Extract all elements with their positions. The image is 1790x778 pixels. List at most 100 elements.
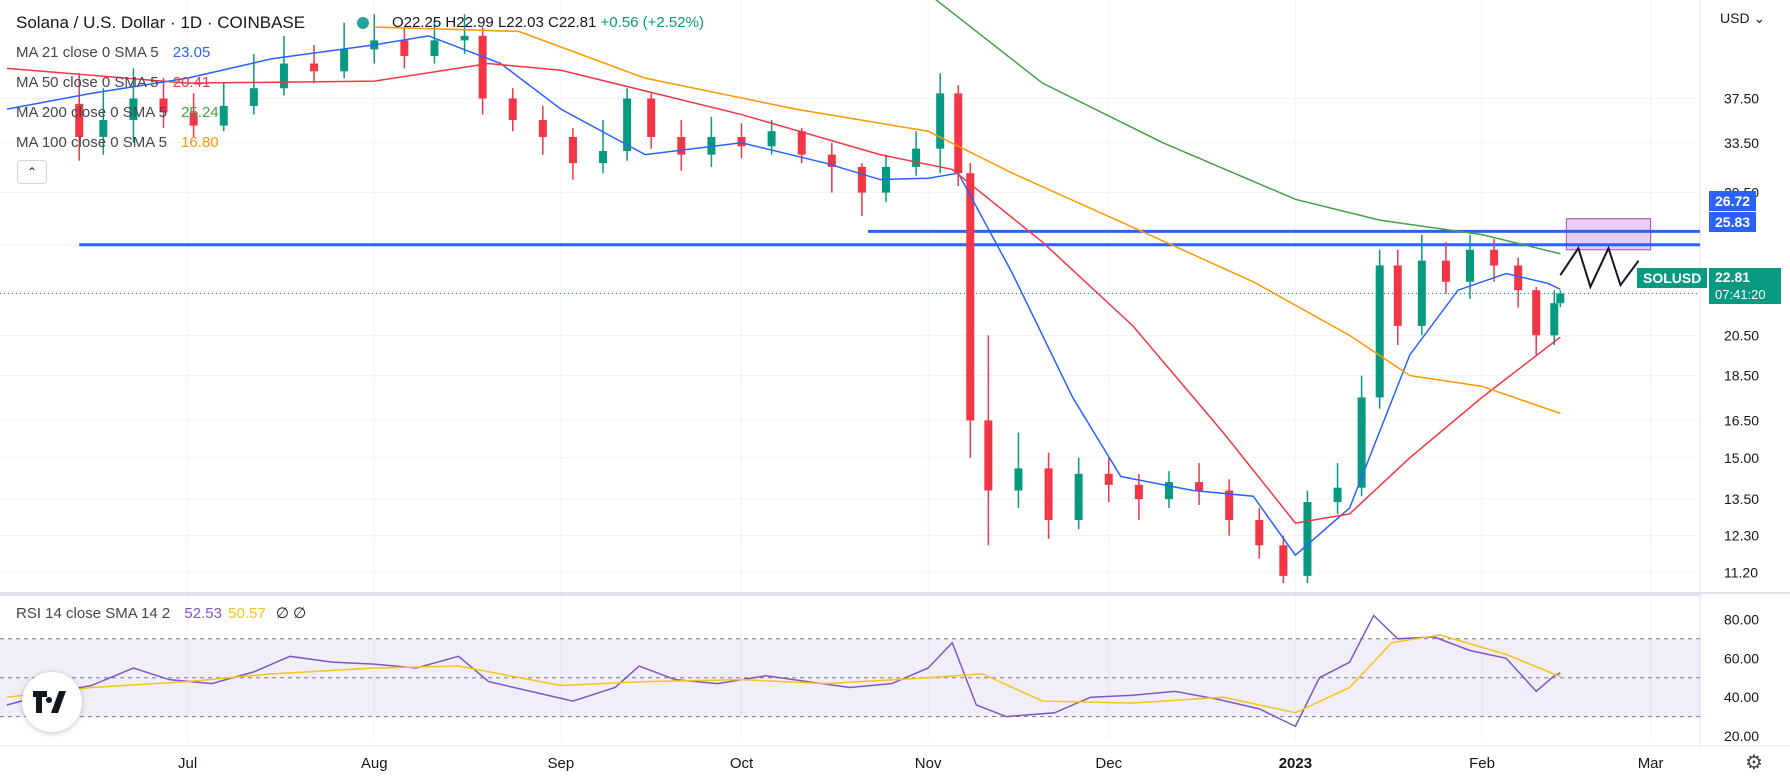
indicator-ma200[interactable]: MA 200 close 0 SMA 5 25.24 [16,104,219,122]
indicator-label: MA 200 close 0 SMA 5 [16,104,167,121]
ma-line [6,62,1561,524]
candle [279,35,288,96]
candle-body [1357,397,1366,488]
time-axis-label: Feb [1469,755,1495,772]
candle [1044,452,1053,539]
candle-body [1014,468,1023,491]
candle-body [827,154,836,167]
price-axis-label: 15.00 [1724,450,1759,466]
candle [1393,249,1402,346]
tradingview-logo-icon [33,691,66,713]
candle-body [857,166,866,193]
price-badge: 22.81 07:41:20 [1709,268,1781,304]
last-price: 22.81 [1715,269,1751,285]
price-axis-label: 18.50 [1724,368,1759,384]
candle-body [1074,473,1083,520]
candle-body [538,120,547,137]
rsi-axis-label: 80.00 [1724,611,1759,627]
time-axis-label: Oct [730,755,754,772]
candle-body [984,420,993,491]
level-value: 25.83 [1715,214,1751,230]
price-axis-label: 16.50 [1724,412,1759,428]
candle-body [1375,265,1384,398]
collapse-legend-button[interactable]: ⌃ [17,160,47,184]
candle [827,142,836,193]
candle-body [129,98,138,121]
candle [249,54,258,115]
candle-body [279,63,288,89]
level-badge-lower: 25.83 [1709,212,1757,232]
candle-body [647,98,656,137]
close-value: C22.81 [548,14,597,31]
candle-body [1255,519,1264,546]
candle-body [1195,482,1204,491]
candle-body [219,105,228,126]
indicator-value: 23.05 [172,44,211,61]
candle [99,88,108,155]
settings-gear-icon[interactable]: ⚙ [1745,752,1763,774]
candle-body [966,173,975,421]
time-axis-label: 2023 [1279,755,1312,772]
candle [1441,242,1450,294]
indicator-ma50[interactable]: MA 50 close 0 SMA 5 20.41 [16,74,210,92]
candle [1303,490,1312,583]
rsi-value: 52.53 [184,605,222,622]
indicator-value: 20.41 [172,74,211,91]
candle-body [99,120,108,137]
candle-body [1134,484,1143,500]
candle [1134,473,1143,520]
chart-title: Solana / U.S. Dollar · 1D · COINBASE [16,13,306,32]
candle-body [936,93,945,149]
candle [1550,290,1559,346]
indicator-label: MA 50 close 0 SMA 5 [16,74,159,91]
time-axis-label: Aug [361,755,388,772]
projection-path [1559,245,1640,290]
price-axis-label: 20.50 [1724,327,1759,343]
candle-body [1514,265,1523,291]
rsi-axis-label: 20.00 [1724,728,1759,744]
candle [159,78,168,128]
indicator-ma21[interactable]: MA 21 close 0 SMA 5 23.05 [16,44,210,62]
candle-body [1532,290,1541,336]
candle-body [1556,293,1565,304]
candle [984,335,993,546]
candle [1556,290,1565,308]
market-open-dot [357,17,369,29]
candle-body [1393,265,1402,326]
symbol-label: SOLUSD [1643,270,1702,286]
rsi-axis-label: 40.00 [1724,689,1759,705]
candle [219,83,228,132]
bar-countdown: 07:41:20 [1715,287,1766,302]
rsi-extra: ∅ ∅ [275,605,307,622]
candle-body [599,151,608,164]
candle [677,120,686,171]
candle [1490,239,1499,282]
price-axis-label: 11.20 [1724,564,1758,580]
ma-line [935,0,1561,255]
candle [75,73,84,161]
candle [1514,257,1523,308]
currency-selector[interactable]: USD ⌄ [1720,10,1766,26]
candle [478,27,487,115]
candle [954,85,963,187]
candle [370,14,379,64]
tradingview-logo[interactable] [22,672,82,732]
candle-body [1417,260,1426,326]
candle-body [1466,249,1474,282]
price-axis-label: 12.30 [1724,528,1759,544]
time-axis-label: Jul [178,755,197,772]
candle [1333,463,1342,514]
candle-body [460,35,469,41]
candle [1279,535,1288,583]
symbol-badge: SOLUSD [1637,268,1708,288]
candle [1104,457,1113,503]
ma-line [6,35,1561,557]
candle-body [1044,468,1053,520]
candle-body [430,40,439,56]
rsi-legend[interactable]: RSI 14 close SMA 14 2 52.53 50.57 ∅ ∅ [16,604,306,622]
candle-body [478,35,487,99]
indicator-ma100[interactable]: MA 100 close 0 SMA 5 16.80 [16,134,219,152]
candle [599,120,608,174]
candle-body [340,49,349,72]
